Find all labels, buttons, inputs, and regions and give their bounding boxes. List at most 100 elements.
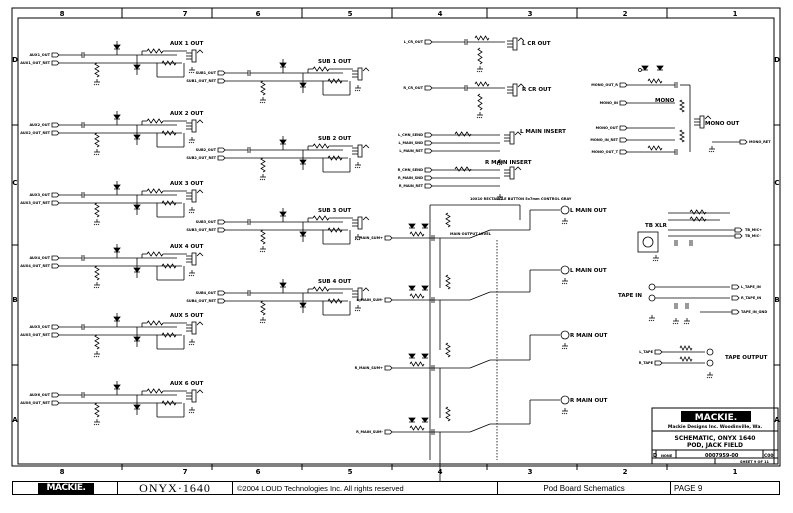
port-symbol (384, 235, 393, 241)
resistor-symbol (260, 300, 266, 316)
port-symbol (424, 175, 433, 181)
wire (95, 223, 98, 226)
port-symbol (424, 148, 433, 154)
mono-label: MONO (655, 98, 675, 104)
button-note: 10X10 RECTANGLE BUTTON 5x7mm CONTROL GRA… (470, 197, 572, 201)
wire (356, 166, 359, 169)
wire (95, 423, 98, 426)
wire (498, 163, 501, 166)
jack-symbol (191, 49, 197, 63)
labels: 8 8 7 7 6 6 5 5 4 4 3 3 2 2 1 1 D D C C B B A A AUX1_OUT AUX1_OUT… (12, 10, 780, 476)
diode-symbol (408, 223, 416, 229)
diode-symbol (133, 267, 141, 273)
wire (263, 178, 266, 181)
wire (500, 198, 503, 201)
wire (356, 309, 359, 312)
jack-symbol (191, 389, 197, 403)
dwg-number: 0007959-00 (705, 453, 739, 459)
wire (565, 347, 568, 350)
resistor-symbol (647, 145, 663, 151)
wire (708, 150, 711, 153)
port-symbol (217, 227, 226, 233)
wire (358, 238, 361, 241)
resistor-symbol (312, 286, 330, 292)
port-symbol (217, 70, 226, 76)
output-label: SUB 4 OUT (318, 279, 351, 285)
wire (95, 83, 98, 86)
row-marker: A (12, 416, 18, 424)
jack-symbol (191, 119, 197, 133)
jack-symbol (191, 252, 197, 266)
column-marker: 2 (623, 10, 628, 18)
jack-symbol (191, 321, 197, 335)
resistor-symbol (146, 251, 164, 257)
jack-contact (514, 166, 522, 171)
net-label: L_TAPE (639, 350, 653, 354)
rca-symbol (706, 348, 714, 356)
jack-contact (362, 287, 370, 292)
net-label: L_MAIN_RET (399, 149, 423, 153)
footer-product-cell: ONYX·1640 (117, 481, 233, 495)
wire (354, 166, 357, 169)
jack-contact (196, 321, 204, 326)
resistor-symbol (146, 388, 164, 394)
wire (192, 411, 195, 414)
resistor-symbol (260, 157, 266, 173)
port-symbol (217, 78, 226, 84)
resistor-symbol (94, 202, 100, 218)
net-label: AUX4_OUT (29, 256, 50, 260)
wire (687, 322, 690, 325)
port-symbol (384, 297, 393, 303)
port-symbol (51, 392, 60, 398)
net-label: AUX3_OUT (29, 193, 50, 197)
wire (706, 376, 709, 379)
wire (95, 286, 98, 289)
wire (93, 355, 96, 358)
jack-symbol (357, 144, 363, 158)
diode-symbol (113, 184, 121, 190)
wire (97, 355, 100, 358)
port-symbol (424, 140, 433, 146)
wire (712, 150, 715, 153)
wire (192, 274, 195, 277)
jack-contact (514, 131, 522, 136)
title-logo-text: MACKIE. (695, 413, 737, 423)
footer-logo-cell: MACKIE. (12, 481, 118, 495)
resistor-symbol (161, 332, 177, 338)
wire (97, 423, 100, 426)
net-label: MONO_RET (749, 140, 771, 144)
resistor-symbol (679, 129, 685, 143)
footer-board-cell: Pod Board Schematics (497, 481, 671, 495)
xlr-symbol (560, 265, 570, 275)
column-marker: 2 (623, 468, 628, 476)
xlr-housing (637, 231, 659, 253)
diode-symbol (133, 64, 141, 70)
port-symbol (51, 332, 60, 338)
net-label: AUX3_OUT_RET (20, 201, 50, 205)
net-label: R_MAIN_SUM+ (355, 366, 383, 370)
wire (188, 274, 191, 277)
net-label: AUX6_OUT (29, 393, 50, 397)
net-label: AUX1_OUT (29, 53, 50, 57)
resistor-symbol (327, 78, 343, 84)
wire (710, 376, 713, 379)
rca-l-symbol (648, 283, 656, 291)
port-symbol (731, 284, 740, 290)
resistor-symbol (474, 81, 490, 87)
wire (685, 322, 688, 325)
column-marker: 6 (256, 10, 261, 18)
jack-contact (704, 115, 712, 120)
diode-symbol (299, 302, 307, 308)
port-symbol (51, 200, 60, 206)
net-label: MONO_OUT (596, 126, 619, 130)
output-label: AUX 4 OUT (170, 244, 204, 250)
net-label: TB_MIC- (745, 234, 761, 238)
wire (565, 222, 568, 225)
drawing-subtitle: POD, JACK FIELD (687, 442, 743, 449)
wire (190, 141, 193, 144)
net-label: AUX5_OUT_RET (20, 333, 50, 337)
wire (93, 153, 96, 156)
wire (93, 286, 96, 289)
wire (192, 141, 195, 144)
resistor-symbol (409, 361, 425, 367)
